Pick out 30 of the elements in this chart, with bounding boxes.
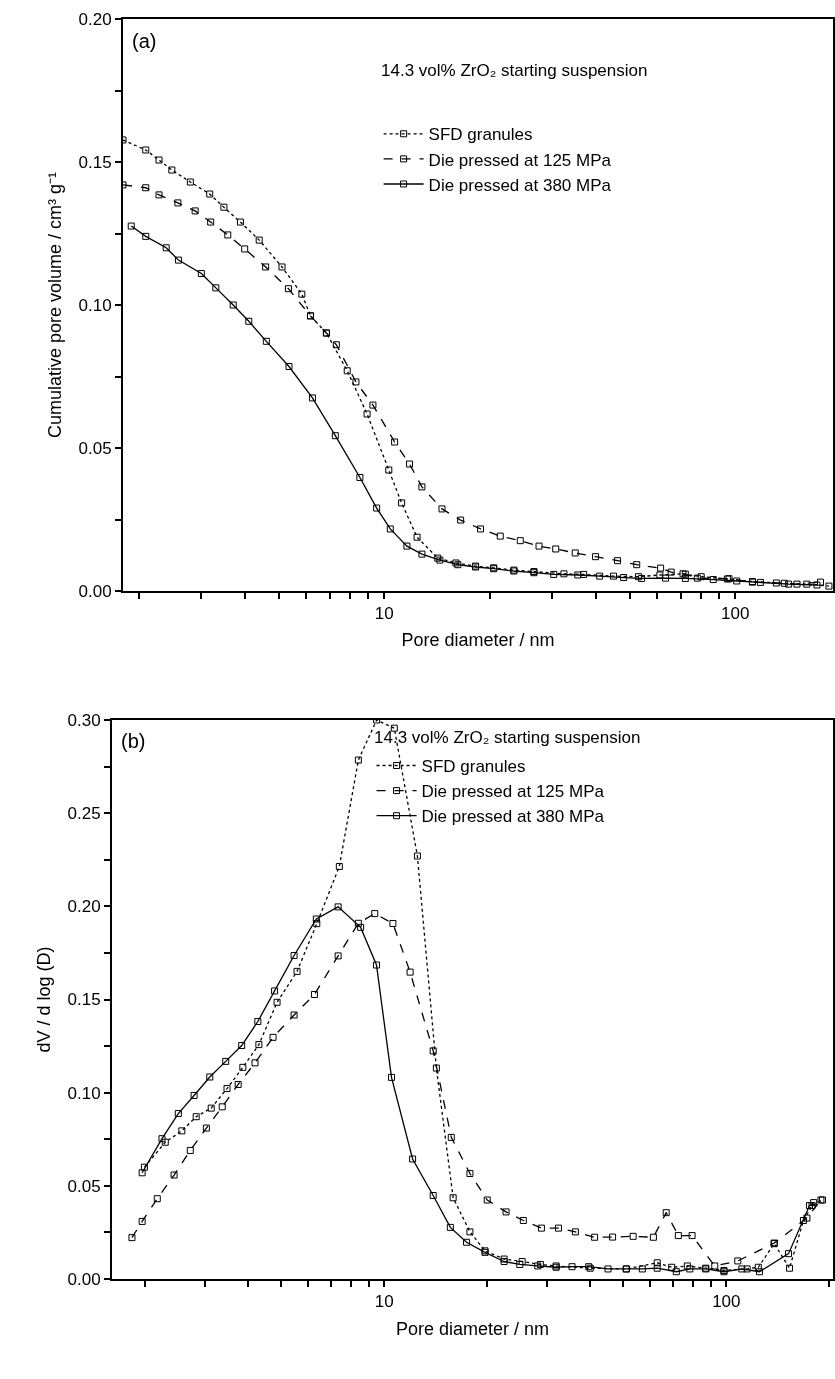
y-tick-label: 0.30 bbox=[67, 710, 101, 730]
x-axis-title: Pore diameter / nm bbox=[395, 1319, 550, 1339]
x-axis-title: Pore diameter / nm bbox=[401, 630, 555, 650]
y-tick-label: 0.10 bbox=[67, 1083, 101, 1103]
x-tick-label: 100 bbox=[712, 1292, 741, 1312]
annotation: (b) bbox=[121, 730, 146, 752]
y-tick-label: 0.20 bbox=[67, 897, 101, 917]
x-tick-label: 100 bbox=[721, 604, 750, 624]
legend-label: Die pressed at 380 MPa bbox=[428, 175, 612, 195]
y-tick-label: 0.00 bbox=[67, 1269, 101, 1289]
y-tick-label: 0.00 bbox=[78, 581, 112, 601]
x-tick-label: 10 bbox=[374, 1292, 394, 1312]
y-tick-label: 0.10 bbox=[78, 295, 112, 315]
y-tick-label: 0.05 bbox=[67, 1176, 101, 1196]
legend-label: SFD granules bbox=[428, 125, 533, 145]
y-tick-label: 0.20 bbox=[78, 9, 112, 29]
annotation: 14.3 vol% ZrO₂ starting suspension bbox=[374, 728, 641, 747]
y-tick-label: 0.15 bbox=[67, 990, 101, 1010]
legend-label: Die pressed at 125 MPa bbox=[421, 782, 605, 802]
y-tick-label: 0.15 bbox=[78, 152, 112, 172]
legend-label: SFD granules bbox=[421, 757, 526, 777]
y-axis-title: dV / d log (D) bbox=[34, 946, 55, 1053]
legend-label: Die pressed at 125 MPa bbox=[428, 150, 612, 170]
annotation: 14.3 vol% ZrO₂ starting suspension bbox=[381, 61, 648, 80]
y-axis-title: Cumulative pore volume / cm³ g⁻¹ bbox=[45, 171, 66, 439]
annotation: (a) bbox=[132, 30, 157, 52]
y-tick-label: 0.05 bbox=[78, 438, 112, 458]
x-tick-label: 10 bbox=[374, 604, 394, 624]
y-tick-label: 0.25 bbox=[67, 804, 101, 824]
legend-label: Die pressed at 380 MPa bbox=[421, 807, 605, 827]
